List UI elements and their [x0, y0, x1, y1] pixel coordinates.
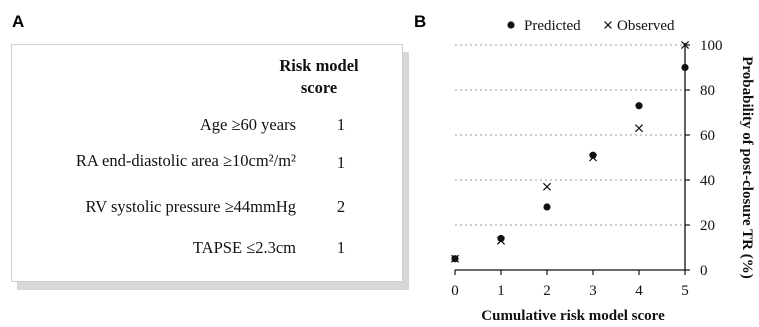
legend-observed-marker	[604, 21, 612, 29]
legend-predicted-label: Predicted	[524, 18, 581, 34]
x-tick-label: 1	[497, 283, 505, 299]
observed-point	[542, 182, 552, 191]
x-tick-label: 2	[543, 283, 551, 299]
y-tick-label: 100	[700, 38, 723, 54]
predicted-point	[635, 102, 643, 110]
table-row-score: 2	[336, 197, 346, 216]
observed-point	[634, 124, 644, 133]
y-tick-label: 0	[700, 263, 708, 279]
x-tick-label: 3	[589, 283, 597, 299]
table-header-line2: score	[300, 78, 338, 97]
x-tick-label: 5	[681, 283, 689, 299]
observed-point	[680, 40, 690, 50]
predicted-point	[589, 151, 597, 159]
observed-point	[588, 153, 598, 162]
table-row-label: RA end-diastolic area ≥10cm²/m²	[75, 151, 296, 170]
y-axis-title: Probability of post-closure TR (%)	[739, 56, 755, 279]
observed-point	[496, 236, 506, 245]
table-row-score: 1	[336, 115, 346, 134]
table-row-label: Age ≥60 years	[199, 115, 296, 134]
panel-a-label: A	[12, 12, 25, 31]
table-header-line1: Risk model	[279, 56, 359, 75]
predicted-point	[681, 63, 689, 72]
table-row-label: RV systolic pressure ≥44mmHg	[85, 197, 296, 216]
risk-score-table: Risk model score Age ≥60 years 1 RA end-…	[11, 44, 403, 282]
table-row-score: 1	[336, 238, 346, 257]
panel-b-label: B	[414, 12, 427, 31]
y-tick-label: 60	[700, 128, 715, 144]
y-tick-label: 40	[700, 173, 715, 189]
table-row-score: 1	[336, 153, 346, 172]
x-tick-label: 4	[635, 283, 643, 299]
legend-observed-label: Observed	[617, 18, 675, 34]
table-row-label: TAPSE ≤2.3cm	[192, 238, 296, 257]
observed-point	[450, 254, 460, 263]
predicted-point	[543, 203, 551, 211]
y-tick-label: 20	[700, 218, 715, 234]
predicted-point	[497, 234, 505, 243]
x-axis-title: Cumulative risk model score	[481, 308, 665, 324]
y-tick-label: 80	[700, 83, 715, 99]
x-tick-label: 0	[451, 283, 459, 299]
legend-predicted-marker	[507, 21, 515, 29]
